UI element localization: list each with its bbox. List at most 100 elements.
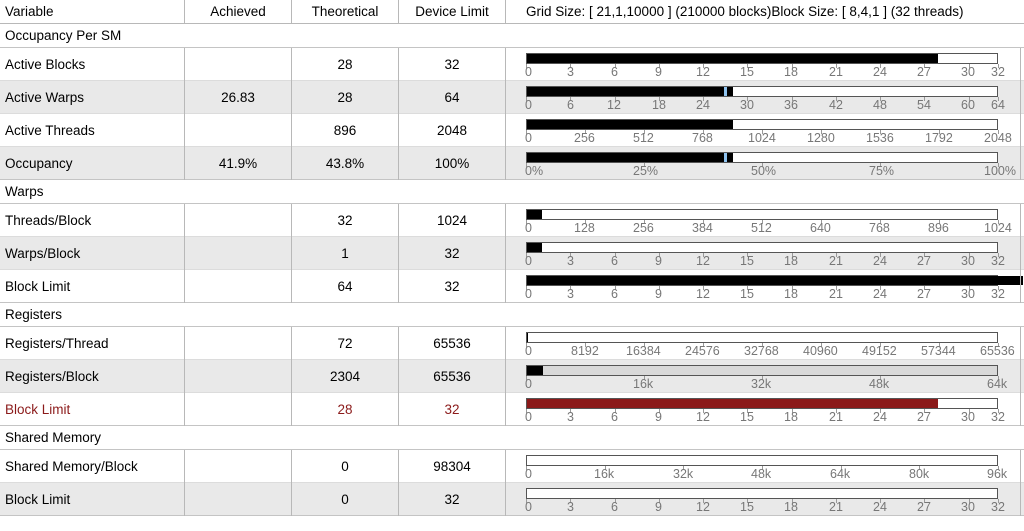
divider [0,482,1024,483]
achieved-value [185,237,291,270]
tick-mark [998,466,999,470]
table-row[interactable]: Threads/Block 32 1024 0 128 256 384 512 640 768 89… [0,204,1024,237]
tick-mark [570,409,571,413]
tick-mark [526,64,527,68]
tick-mark [526,220,527,224]
tick-label: 3 [567,500,574,514]
tick-label: 12 [696,500,710,514]
tick-label: 48k [869,377,890,391]
table-row[interactable]: Block Limit 64 32 0 3 6 9 12 15 18 21 24 27 30 32 [0,270,1024,303]
tick-label: 49152 [862,344,897,358]
table-row[interactable]: Occupancy 41.9% 43.8% 100% 0% 25% 50% 75% 100% [0,147,1024,180]
table-row[interactable]: Registers/Block 2304 65536 0 16k 32k 48k 64k [0,360,1024,393]
tick-mark [703,499,704,503]
tick-label: 24 [873,254,887,268]
progress-bar [526,152,998,163]
tick-mark [821,220,822,224]
column-divider [291,450,292,516]
progress-bar [526,275,998,286]
tick-label: 1792 [925,131,953,145]
header-theoretical[interactable]: Theoretical [311,4,379,19]
theoretical-value: 72 [337,336,353,351]
column-divider [291,204,292,303]
tick-mark [792,499,793,503]
overflow-extension [997,276,1023,285]
header-achieved[interactable]: Achieved [210,4,266,19]
progress-bar [526,209,998,220]
progress-bar [526,86,998,97]
tick-mark [703,220,704,224]
header-variable[interactable]: Variable [5,4,54,19]
axis-ticks: 0 16k 32k 48k 64k 80k 96k [525,466,1007,481]
achieved-marker [724,153,727,162]
column-divider [505,48,506,180]
tick-label: 6 [611,65,618,79]
tick-mark [836,253,837,257]
tick-label: 18 [784,500,798,514]
tick-mark [762,163,763,167]
tick-label: 512 [633,131,654,145]
column-divider [505,0,506,24]
tick-label: 57344 [921,344,956,358]
tick-mark [939,220,940,224]
table-row[interactable]: Active Threads 896 2048 0 256 512 768 1024 1280 1… [0,114,1024,147]
occupancy-graph: 0 256 512 768 1024 1280 1536 1792 2048 [507,114,1024,147]
header-device-limit[interactable]: Device Limit [415,4,489,19]
tick-label: 30 [961,410,975,424]
progress-fill [527,243,542,252]
tick-label: 64k [987,377,1008,391]
table-row[interactable]: Shared Memory/Block 0 98304 0 16k 32k 48k 64k 80… [0,450,1024,483]
achieved-value [185,327,291,360]
tick-label: 54 [917,98,931,112]
table-row[interactable]: Warps/Block 1 32 0 3 6 9 12 15 18 21 24 27 30 32 [0,237,1024,270]
axis-ticks: 0 128 256 384 512 640 768 896 1024 [525,220,1012,235]
row-label: Shared Memory/Block [5,459,138,474]
tick-mark [762,220,763,224]
tick-label: 384 [692,221,713,235]
table-row[interactable]: Registers/Thread 72 65536 0 8192 16384 24576 32… [0,327,1024,360]
tick-mark [924,97,925,101]
tick-label: 65536 [980,344,1015,358]
tick-mark [683,466,684,470]
tick-label: 27 [917,287,931,301]
divider [0,449,1024,450]
tick-label: 0 [525,410,532,424]
tick-label: 30 [961,500,975,514]
tick-mark [526,97,527,101]
table-row[interactable]: Block Limit 28 32 0 3 6 9 12 15 18 21 24 27 30 32 [0,393,1024,426]
table-row[interactable]: Block Limit 0 32 0 3 6 9 12 15 18 21 24 27 30 32 [0,483,1024,516]
progress-fill [527,210,542,219]
tick-label: 3 [567,287,574,301]
tick-label: 0 [525,344,532,358]
tick-label: 27 [917,254,931,268]
tick-mark [792,286,793,290]
tick-label: 12 [696,254,710,268]
tick-label: 6 [611,500,618,514]
tick-label: 9 [655,254,662,268]
tick-label: 768 [869,221,890,235]
table-row[interactable]: Active Blocks 28 32 0 3 6 9 12 15 18 21 24 27 30 32 [0,48,1024,81]
column-divider [291,327,292,426]
tick-mark [570,253,571,257]
table-row[interactable]: Active Warps 26.83 28 64 0 6 12 18 24 30 36 42 48 54 6… [0,81,1024,114]
progress-bar [526,398,998,409]
tick-mark [836,286,837,290]
column-divider [184,48,185,180]
tick-mark [703,130,704,134]
tick-mark [703,343,704,347]
tick-mark [762,343,763,347]
tick-mark [615,253,616,257]
tick-label: 40960 [803,344,838,358]
tick-mark [747,409,748,413]
progress-fill [527,276,997,285]
occupancy-graph: 0 6 12 18 24 30 36 42 48 54 60 64 [507,81,1024,114]
tick-mark [585,130,586,134]
section-header: Warps [0,180,1024,204]
tick-mark [747,97,748,101]
device-limit-value: 32 [444,402,460,417]
tick-mark [703,409,704,413]
progress-bar [526,332,998,343]
tick-label: 9 [655,65,662,79]
tick-mark [969,97,970,101]
tick-label: 0 [525,131,532,145]
